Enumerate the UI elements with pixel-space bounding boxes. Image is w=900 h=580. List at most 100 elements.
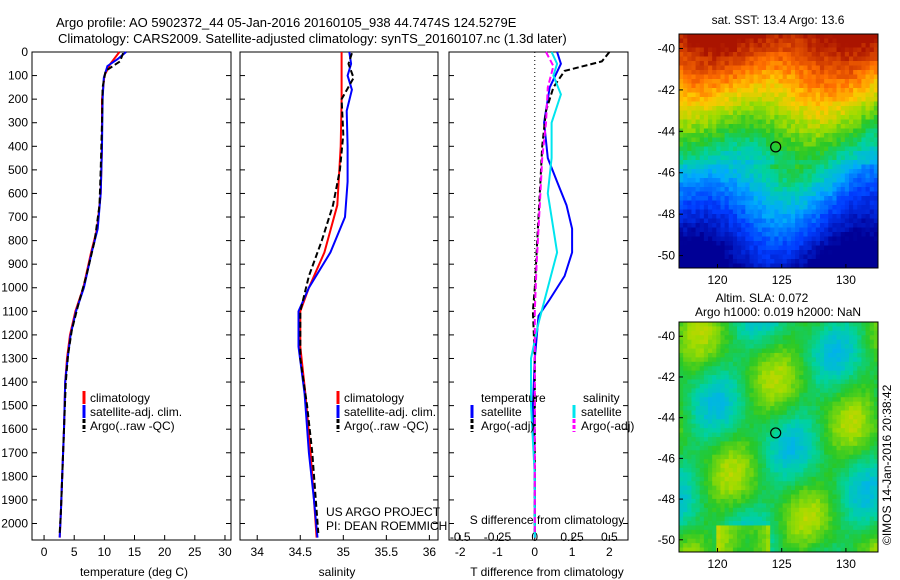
heatmap-cell: [803, 490, 808, 495]
heatmap-cell: [803, 106, 808, 111]
heatmap-cell: [741, 164, 746, 170]
heatmap-cell: [720, 494, 726, 500]
heatmap-cell: [786, 339, 792, 345]
heatmap-cell: [683, 392, 688, 398]
heatmap-cell: [803, 79, 808, 84]
heatmap-cell: [861, 119, 866, 125]
heatmap-cell: [732, 74, 738, 80]
heatmap-cell: [778, 92, 784, 98]
heatmap-cell: [778, 516, 784, 522]
heatmap-cell: [848, 115, 854, 120]
heatmap-cell: [848, 191, 854, 197]
heatmap-cell: [741, 392, 746, 398]
heatmap-cell: [828, 254, 833, 260]
heatmap-cell: [869, 34, 875, 39]
heatmap-cell: [786, 388, 792, 394]
heatmap-cell: [853, 490, 858, 495]
heatmap-cell: [832, 88, 837, 93]
heatmap-cell: [716, 339, 721, 345]
heatmap-cell: [865, 428, 871, 433]
heatmap-cell: [757, 481, 763, 487]
heatmap-cell: [869, 101, 875, 107]
heatmap-cell: [832, 205, 837, 210]
heatmap-cell: [807, 92, 813, 98]
heatmap-cell: [749, 361, 755, 367]
heatmap-cell: [703, 92, 709, 98]
heatmap-cell: [848, 485, 854, 491]
heatmap-cell: [679, 43, 684, 48]
y-tick-label: 300: [8, 116, 28, 130]
heatmap-cell: [774, 467, 779, 473]
heatmap-cell: [790, 490, 796, 495]
heatmap-cell: [774, 142, 779, 147]
heatmap-cell: [778, 47, 784, 53]
heatmap-cell: [824, 357, 829, 363]
heatmap-cell: [737, 232, 742, 237]
heatmap-cell: [728, 370, 734, 376]
heatmap-cell: [708, 65, 713, 71]
heatmap-cell: [824, 88, 829, 93]
heatmap-cell: [766, 516, 771, 522]
heatmap-cell: [766, 74, 771, 80]
heatmap-cell: [786, 137, 792, 143]
heatmap-cell: [828, 459, 833, 464]
heatmap-cell: [844, 375, 850, 380]
heatmap-cell: [720, 348, 726, 354]
heatmap-cell: [716, 223, 721, 228]
heatmap-cell: [836, 173, 842, 179]
heatmap-cell: [865, 330, 871, 336]
heatmap-cell: [770, 110, 775, 116]
heatmap-cell: [737, 83, 742, 89]
heatmap-cell: [811, 133, 817, 138]
heatmap-cell: [848, 223, 854, 228]
heatmap-cell: [844, 361, 850, 367]
heatmap-cell: [687, 503, 692, 509]
heatmap-cell: [720, 397, 726, 403]
heatmap-cell: [782, 200, 788, 206]
heatmap-cell: [691, 227, 696, 233]
heatmap-cell: [786, 101, 792, 107]
heatmap-cell: [778, 142, 784, 147]
heatmap-cell: [737, 463, 742, 469]
heatmap-cell: [745, 56, 750, 62]
heatmap-cell: [865, 227, 871, 233]
heatmap-cell: [770, 450, 775, 456]
heatmap-cell: [836, 155, 842, 161]
heatmap-cell: [873, 178, 879, 183]
heatmap-cell: [865, 335, 871, 341]
heatmap-cell: [724, 507, 730, 513]
heatmap-cell: [761, 169, 767, 174]
heatmap-cell: [770, 83, 775, 89]
heatmap-cell: [819, 164, 825, 170]
heatmap-cell: [724, 196, 730, 201]
heatmap-cell: [824, 124, 829, 129]
heatmap-cell: [782, 83, 788, 89]
heatmap-cell: [790, 164, 796, 170]
heatmap-cell: [703, 38, 709, 44]
heatmap-cell: [836, 494, 842, 500]
heatmap-cell: [766, 437, 771, 442]
heatmap-cell: [732, 366, 738, 372]
heatmap-cell: [745, 218, 750, 224]
heatmap-cell: [799, 406, 804, 411]
heatmap-cell: [761, 441, 767, 447]
heatmap-cell: [683, 173, 688, 179]
heatmap-cell: [861, 512, 866, 518]
heatmap-cell: [766, 43, 771, 48]
heatmap-cell: [703, 196, 709, 201]
heatmap-cell: [790, 187, 796, 192]
heatmap-cell: [745, 187, 750, 192]
heatmap-cell: [761, 352, 767, 358]
heatmap-cell: [691, 205, 696, 210]
heatmap-cell: [807, 236, 813, 242]
heatmap-cell: [857, 428, 862, 433]
heatmap-cell: [687, 432, 692, 438]
x-tick-label: 10: [98, 545, 112, 559]
heatmap-cell: [819, 245, 825, 251]
heatmap-cell: [857, 52, 862, 57]
heatmap-cell: [761, 450, 767, 456]
heatmap-cell: [786, 245, 792, 251]
heatmap-cell: [720, 450, 726, 456]
heatmap-cell: [778, 110, 784, 116]
heatmap-cell: [745, 214, 750, 219]
